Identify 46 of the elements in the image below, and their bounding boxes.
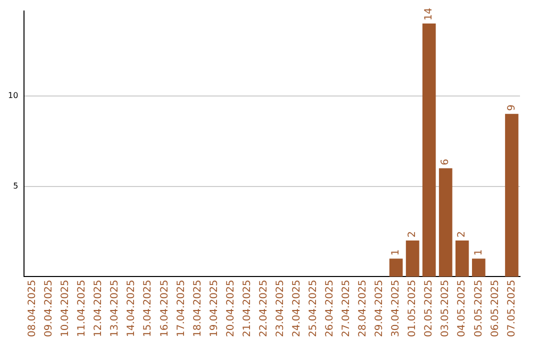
x-tick-label: 15.04.2025 — [142, 280, 154, 338]
bar — [505, 114, 518, 277]
y-tick-label: 5 — [13, 181, 18, 190]
x-tick-label: 14.04.2025 — [126, 280, 138, 338]
x-tick-label: 18.04.2025 — [192, 280, 204, 338]
x-tick-label: 27.04.2025 — [341, 280, 352, 338]
bar — [422, 23, 436, 277]
bar — [455, 240, 469, 277]
x-tick-label: 03.05.2025 — [440, 280, 452, 338]
x-tick-label: 24.04.2025 — [291, 280, 302, 338]
x-tick-label: 20.04.2025 — [225, 280, 236, 338]
bar — [389, 258, 403, 277]
y-tick-label: 10 — [8, 90, 18, 100]
x-tick-label: 30.04.2025 — [390, 280, 402, 338]
data-label: 2 — [456, 231, 468, 238]
x-tick-label: 02.05.2025 — [424, 280, 435, 338]
bar — [406, 240, 420, 277]
x-tick-label: 01.05.2025 — [407, 280, 418, 338]
data-label: 1 — [473, 249, 484, 256]
x-tick-label: 26.04.2025 — [324, 280, 336, 338]
x-tick-label: 21.04.2025 — [242, 280, 253, 338]
data-label: 6 — [440, 158, 452, 166]
x-tick-label: 28.04.2025 — [358, 280, 369, 338]
data-label: 2 — [407, 231, 418, 238]
bar — [438, 168, 452, 277]
bar — [472, 258, 486, 277]
x-tick-label: 10.04.2025 — [60, 280, 72, 338]
x-tick-label: 05.05.2025 — [473, 280, 484, 338]
x-tick-label: 08.04.2025 — [27, 280, 38, 338]
x-tick-label: 17.04.2025 — [176, 280, 187, 338]
x-tick-label: 07.05.2025 — [506, 280, 518, 338]
x-tick-label: 23.04.2025 — [274, 280, 286, 338]
x-tick-label: 12.04.2025 — [93, 280, 104, 338]
x-tick-label: 16.04.2025 — [159, 280, 170, 338]
x-tick-label: 04.05.2025 — [456, 280, 468, 338]
x-tick-label: 29.04.2025 — [374, 280, 386, 338]
x-tick-label: 06.05.2025 — [490, 280, 501, 338]
x-tick-label: 25.04.2025 — [308, 280, 319, 338]
x-tick-label: 13.04.2025 — [110, 280, 121, 338]
data-label: 14 — [424, 8, 435, 20]
x-tick-label: 19.04.2025 — [208, 280, 220, 338]
x-tick-label: 11.04.2025 — [76, 280, 88, 338]
x-tick-label: 09.04.2025 — [44, 280, 55, 338]
x-tick-label: 22.04.2025 — [258, 280, 270, 338]
data-label: 1 — [390, 249, 402, 256]
data-label: 9 — [506, 104, 518, 111]
